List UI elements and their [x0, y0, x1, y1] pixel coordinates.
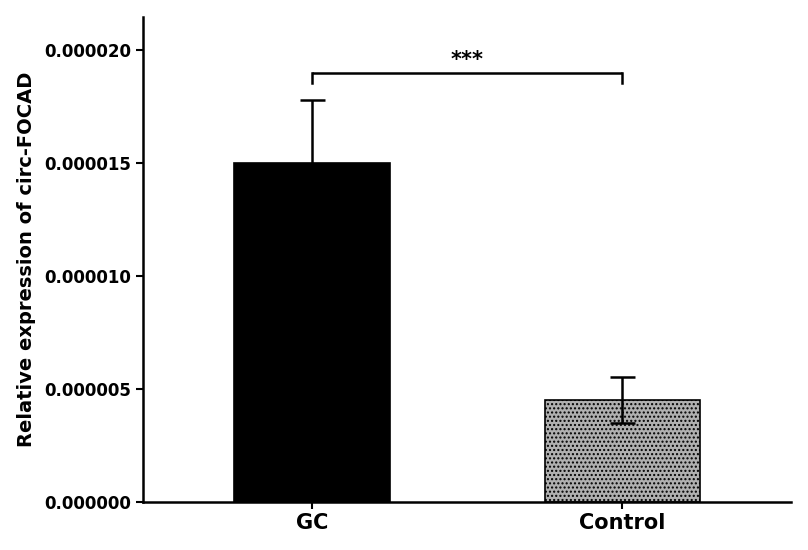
Y-axis label: Relative expression of circ-FOCAD: Relative expression of circ-FOCAD: [17, 72, 36, 447]
Bar: [545, 400, 700, 502]
Bar: [234, 163, 389, 502]
Text: ***: ***: [451, 50, 483, 70]
